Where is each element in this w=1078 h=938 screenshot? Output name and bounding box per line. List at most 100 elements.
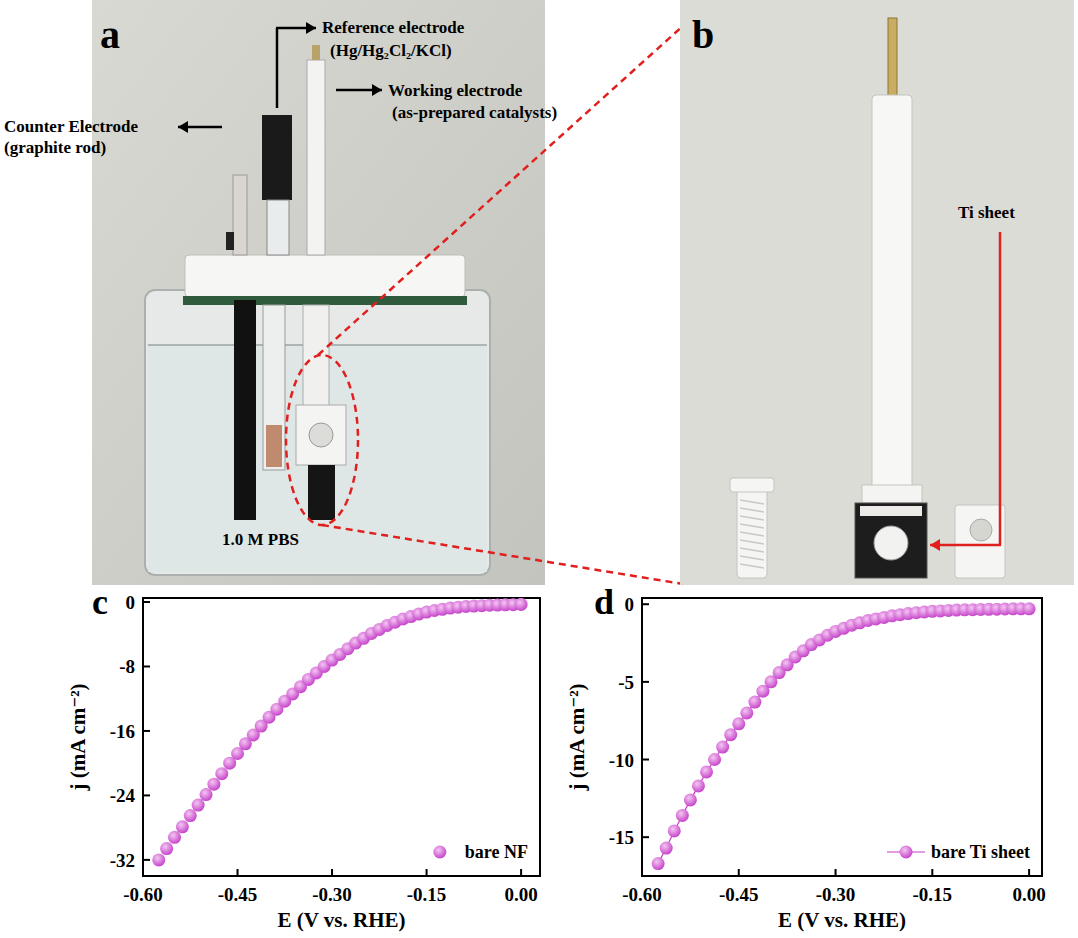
- data-point: [724, 728, 737, 741]
- data-point: [740, 706, 753, 719]
- data-point: [732, 717, 745, 730]
- working-rod: [307, 60, 325, 255]
- screw-thread: [740, 524, 764, 528]
- chart-1: -0.60-0.45-0.30-0.150.000-5-10-15E (V vs…: [565, 582, 1046, 932]
- gold-pin: [888, 18, 897, 98]
- y-tick-label: -32: [110, 850, 135, 871]
- holder-rim: [860, 506, 922, 516]
- clip: [226, 232, 234, 250]
- x-tick: [331, 869, 333, 876]
- screw-thread: [740, 532, 764, 536]
- data-point: [515, 598, 528, 611]
- data-point: [215, 767, 228, 780]
- y-tick-label: -8: [119, 656, 135, 677]
- x-tick: [426, 869, 428, 876]
- series-line: [658, 609, 1029, 864]
- working-label: Working electrode: [388, 81, 523, 100]
- catalyst-sheet: [308, 465, 335, 520]
- data-point: [184, 809, 197, 822]
- screw-thread: [740, 500, 764, 504]
- reference-arrow: [276, 22, 316, 34]
- y-tick: [143, 665, 150, 667]
- holder-neck: [862, 485, 922, 503]
- x-tick: [738, 869, 740, 876]
- y-tick: [642, 681, 649, 683]
- data-point: [160, 842, 173, 855]
- data-point: [668, 824, 681, 837]
- seal-ring: [183, 296, 467, 305]
- data-point: [207, 778, 220, 791]
- y-tick-label: -10: [609, 750, 634, 771]
- arrow-head: [930, 539, 940, 551]
- x-tick: [520, 869, 522, 876]
- reference-tip: [266, 425, 282, 467]
- legend-label: bare NF: [465, 842, 528, 862]
- zoom-line: [322, 525, 683, 584]
- photo-background: [680, 0, 1074, 585]
- data-point: [684, 793, 697, 806]
- x-tick-label: 0.00: [1012, 884, 1045, 905]
- plot-marks: [652, 602, 1036, 870]
- cover-hole: [970, 519, 992, 541]
- data-point: [1023, 602, 1036, 615]
- data-point: [700, 765, 713, 778]
- arrow-head: [306, 22, 316, 34]
- data-point: [692, 779, 705, 792]
- x-tick-label: -0.45: [218, 884, 258, 905]
- legend-label: bare Ti sheet: [931, 842, 1030, 862]
- arrow-shaft: [930, 544, 1001, 547]
- working-holder: [296, 405, 346, 465]
- x-tick-label: -0.60: [123, 884, 163, 905]
- x-tick-label: 0.00: [504, 884, 537, 905]
- figure: aCounter Electrode(graphite rod)Referenc…: [0, 0, 1078, 938]
- x-tick: [237, 869, 239, 876]
- holder-hole: [309, 423, 333, 447]
- data-point: [192, 799, 205, 812]
- graphite-rod: [234, 300, 256, 520]
- data-point: [168, 831, 181, 844]
- x-axis-title: E (V vs. RHE): [778, 908, 906, 932]
- data-point: [176, 820, 189, 833]
- data-point: [200, 788, 213, 801]
- panel-letter: a: [100, 12, 120, 57]
- x-tick-label: -0.45: [719, 884, 759, 905]
- counter-holder: [233, 175, 247, 255]
- data-point: [660, 842, 673, 855]
- x-axis-title: E (V vs. RHE): [278, 908, 406, 932]
- reference-leader: [276, 28, 279, 108]
- data-point: [152, 853, 165, 866]
- reference-label: (Hg/Hg₂Cl₂/KCl): [330, 41, 452, 60]
- y-tick: [143, 730, 150, 732]
- y-tick: [143, 794, 150, 796]
- y-tick: [642, 603, 649, 605]
- electrode-rod: [872, 95, 912, 490]
- y-tick: [143, 601, 150, 603]
- plot-frame: [642, 598, 1042, 876]
- panel-letter: c: [92, 582, 108, 622]
- data-point: [716, 741, 729, 754]
- data-point: [652, 857, 665, 870]
- data-point: [676, 809, 689, 822]
- screw-thread: [740, 548, 764, 552]
- legend-marker: [433, 846, 446, 859]
- screw-thread: [740, 556, 764, 560]
- cover-plate: [955, 505, 1005, 578]
- glass-jar: [145, 290, 490, 575]
- y-axis-title: j (mA cm⁻²): [66, 683, 90, 791]
- screw-thread: [740, 516, 764, 520]
- x-tick: [931, 869, 933, 876]
- counter-arrow: [178, 121, 222, 133]
- working-pin: [312, 45, 320, 60]
- y-tick-label: -15: [609, 827, 634, 848]
- ti-sheet: [855, 503, 927, 578]
- reference-tube: [267, 200, 289, 255]
- plot-marks: [152, 598, 527, 866]
- reference-body: [263, 305, 285, 470]
- y-tick-label: -5: [618, 672, 634, 693]
- counter-label: Counter Electrode: [4, 117, 138, 136]
- y-tick-label: -24: [110, 785, 136, 806]
- window-hole: [874, 526, 908, 560]
- x-tick-label: -0.60: [622, 884, 662, 905]
- working-label: (as-prepared catalysts): [392, 103, 557, 122]
- screw: [737, 482, 767, 578]
